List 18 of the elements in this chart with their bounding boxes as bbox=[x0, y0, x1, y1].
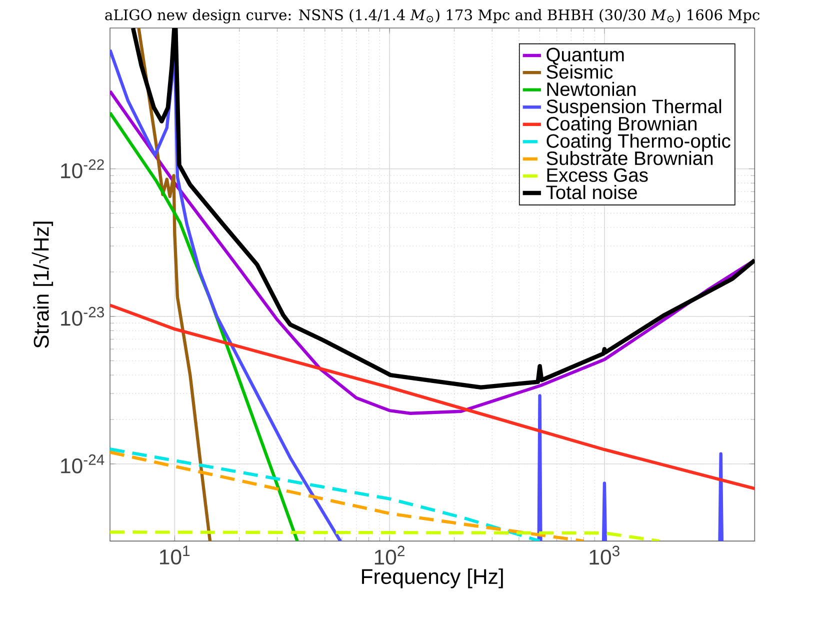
legend-label: Suspension Thermal bbox=[546, 99, 722, 118]
legend-label: Total noise bbox=[546, 185, 637, 200]
x-axis-title: Frequency [Hz] bbox=[362, 568, 503, 588]
legend-label: Substrate Brownian bbox=[546, 150, 713, 166]
legend-label: Seismic bbox=[546, 64, 613, 79]
y-tick-label: 10$^{-24}$ bbox=[61, 454, 104, 474]
x-tick-label: 10$^{2}$ bbox=[374, 546, 404, 565]
y-tick-label: 10$^{-22}$ bbox=[61, 159, 104, 178]
y-tick-label: 10$^{-23}$ bbox=[61, 306, 104, 326]
legend-label: Coating Brownian bbox=[546, 116, 696, 134]
legend-label: Coating Thermo-optic bbox=[546, 134, 730, 152]
y-axis-title: Strain [1/√Hz] bbox=[32, 222, 54, 348]
legend-label: Excess Gas bbox=[547, 168, 648, 182]
x-tick-label: 10$^{1}$ bbox=[160, 546, 190, 565]
x-tick-label: 10$^{3}$ bbox=[590, 546, 620, 565]
chart-title: aLIGO new design curve: NSNS (1.4/1.4 M$_{⊙}$) 173 Mpc and BHBH (30/30 M$_{⊙}$) 1606 Mpc bbox=[105, 8, 760, 24]
legend-label: Quantum bbox=[546, 48, 624, 65]
legend-label: Newtonian bbox=[547, 82, 636, 96]
